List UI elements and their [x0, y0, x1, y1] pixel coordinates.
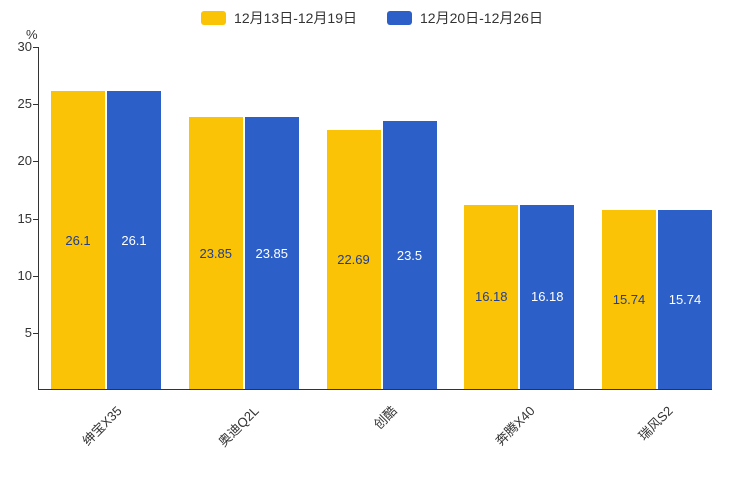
y-tick-label: 30 — [17, 39, 32, 54]
y-tick-label: 15 — [17, 210, 32, 226]
y-tick-label: 5 — [24, 324, 32, 340]
bar-group: 26.1 26.1 绅宝X35 — [51, 47, 161, 448]
x-category-label: 创酷 — [370, 403, 400, 433]
bar: 23.85 — [244, 117, 299, 389]
y-tick-label: 20 — [17, 153, 32, 169]
x-category-label: 奥迪Q2L — [215, 403, 262, 450]
plot-area: 26.1 26.1 绅宝X35 23.85 23.85 奥迪Q2L 22.69 23.5 创酷 1… — [38, 47, 712, 449]
x-category-label: 瑞风S2 — [634, 403, 676, 444]
legend: 12月13日-12月19日 12月20日-12月26日 — [0, 8, 744, 28]
bar: 26.1 — [107, 91, 161, 389]
bar-group: 16.18 16.18 奔腾X40 — [464, 47, 575, 448]
bar: 22.69 — [326, 130, 381, 389]
y-axis-unit-label: % — [26, 27, 38, 42]
y-tick-mark — [33, 161, 38, 163]
bar-group: 23.85 23.85 奥迪Q2L — [188, 47, 299, 449]
y-tick-label: 25 — [17, 96, 32, 112]
y-tick-mark — [33, 332, 38, 334]
bar: 16.18 — [464, 204, 519, 389]
bar: 23.5 — [382, 121, 437, 389]
legend-label-week2: 12月20日-12月26日 — [420, 10, 543, 26]
y-tick-mark — [33, 47, 38, 48]
x-category-label: 奔腾X40 — [492, 403, 538, 449]
legend-label-week1: 12月13日-12月19日 — [234, 10, 357, 26]
legend-item-week1[interactable]: 12月13日-12月19日 — [201, 8, 357, 28]
legend-swatch-yellow — [201, 11, 227, 25]
legend-item-week2[interactable]: 12月20日-12月26日 — [387, 8, 543, 28]
y-tick-mark — [33, 218, 38, 220]
bar: 23.85 — [188, 117, 243, 389]
bar: 15.74 — [602, 209, 656, 389]
y-tick-mark — [33, 104, 38, 106]
bar: 16.18 — [520, 204, 575, 389]
y-tick-mark — [33, 275, 38, 277]
bar-group: 22.69 23.5 创酷 — [326, 47, 437, 432]
x-category-label: 绅宝X35 — [78, 403, 125, 449]
y-tick-label: 10 — [17, 267, 32, 283]
bar: 26.1 — [51, 91, 105, 389]
legend-swatch-blue — [387, 11, 412, 25]
bar: 15.74 — [658, 209, 712, 389]
bar-group: 15.74 15.74 瑞风S2 — [602, 47, 712, 443]
